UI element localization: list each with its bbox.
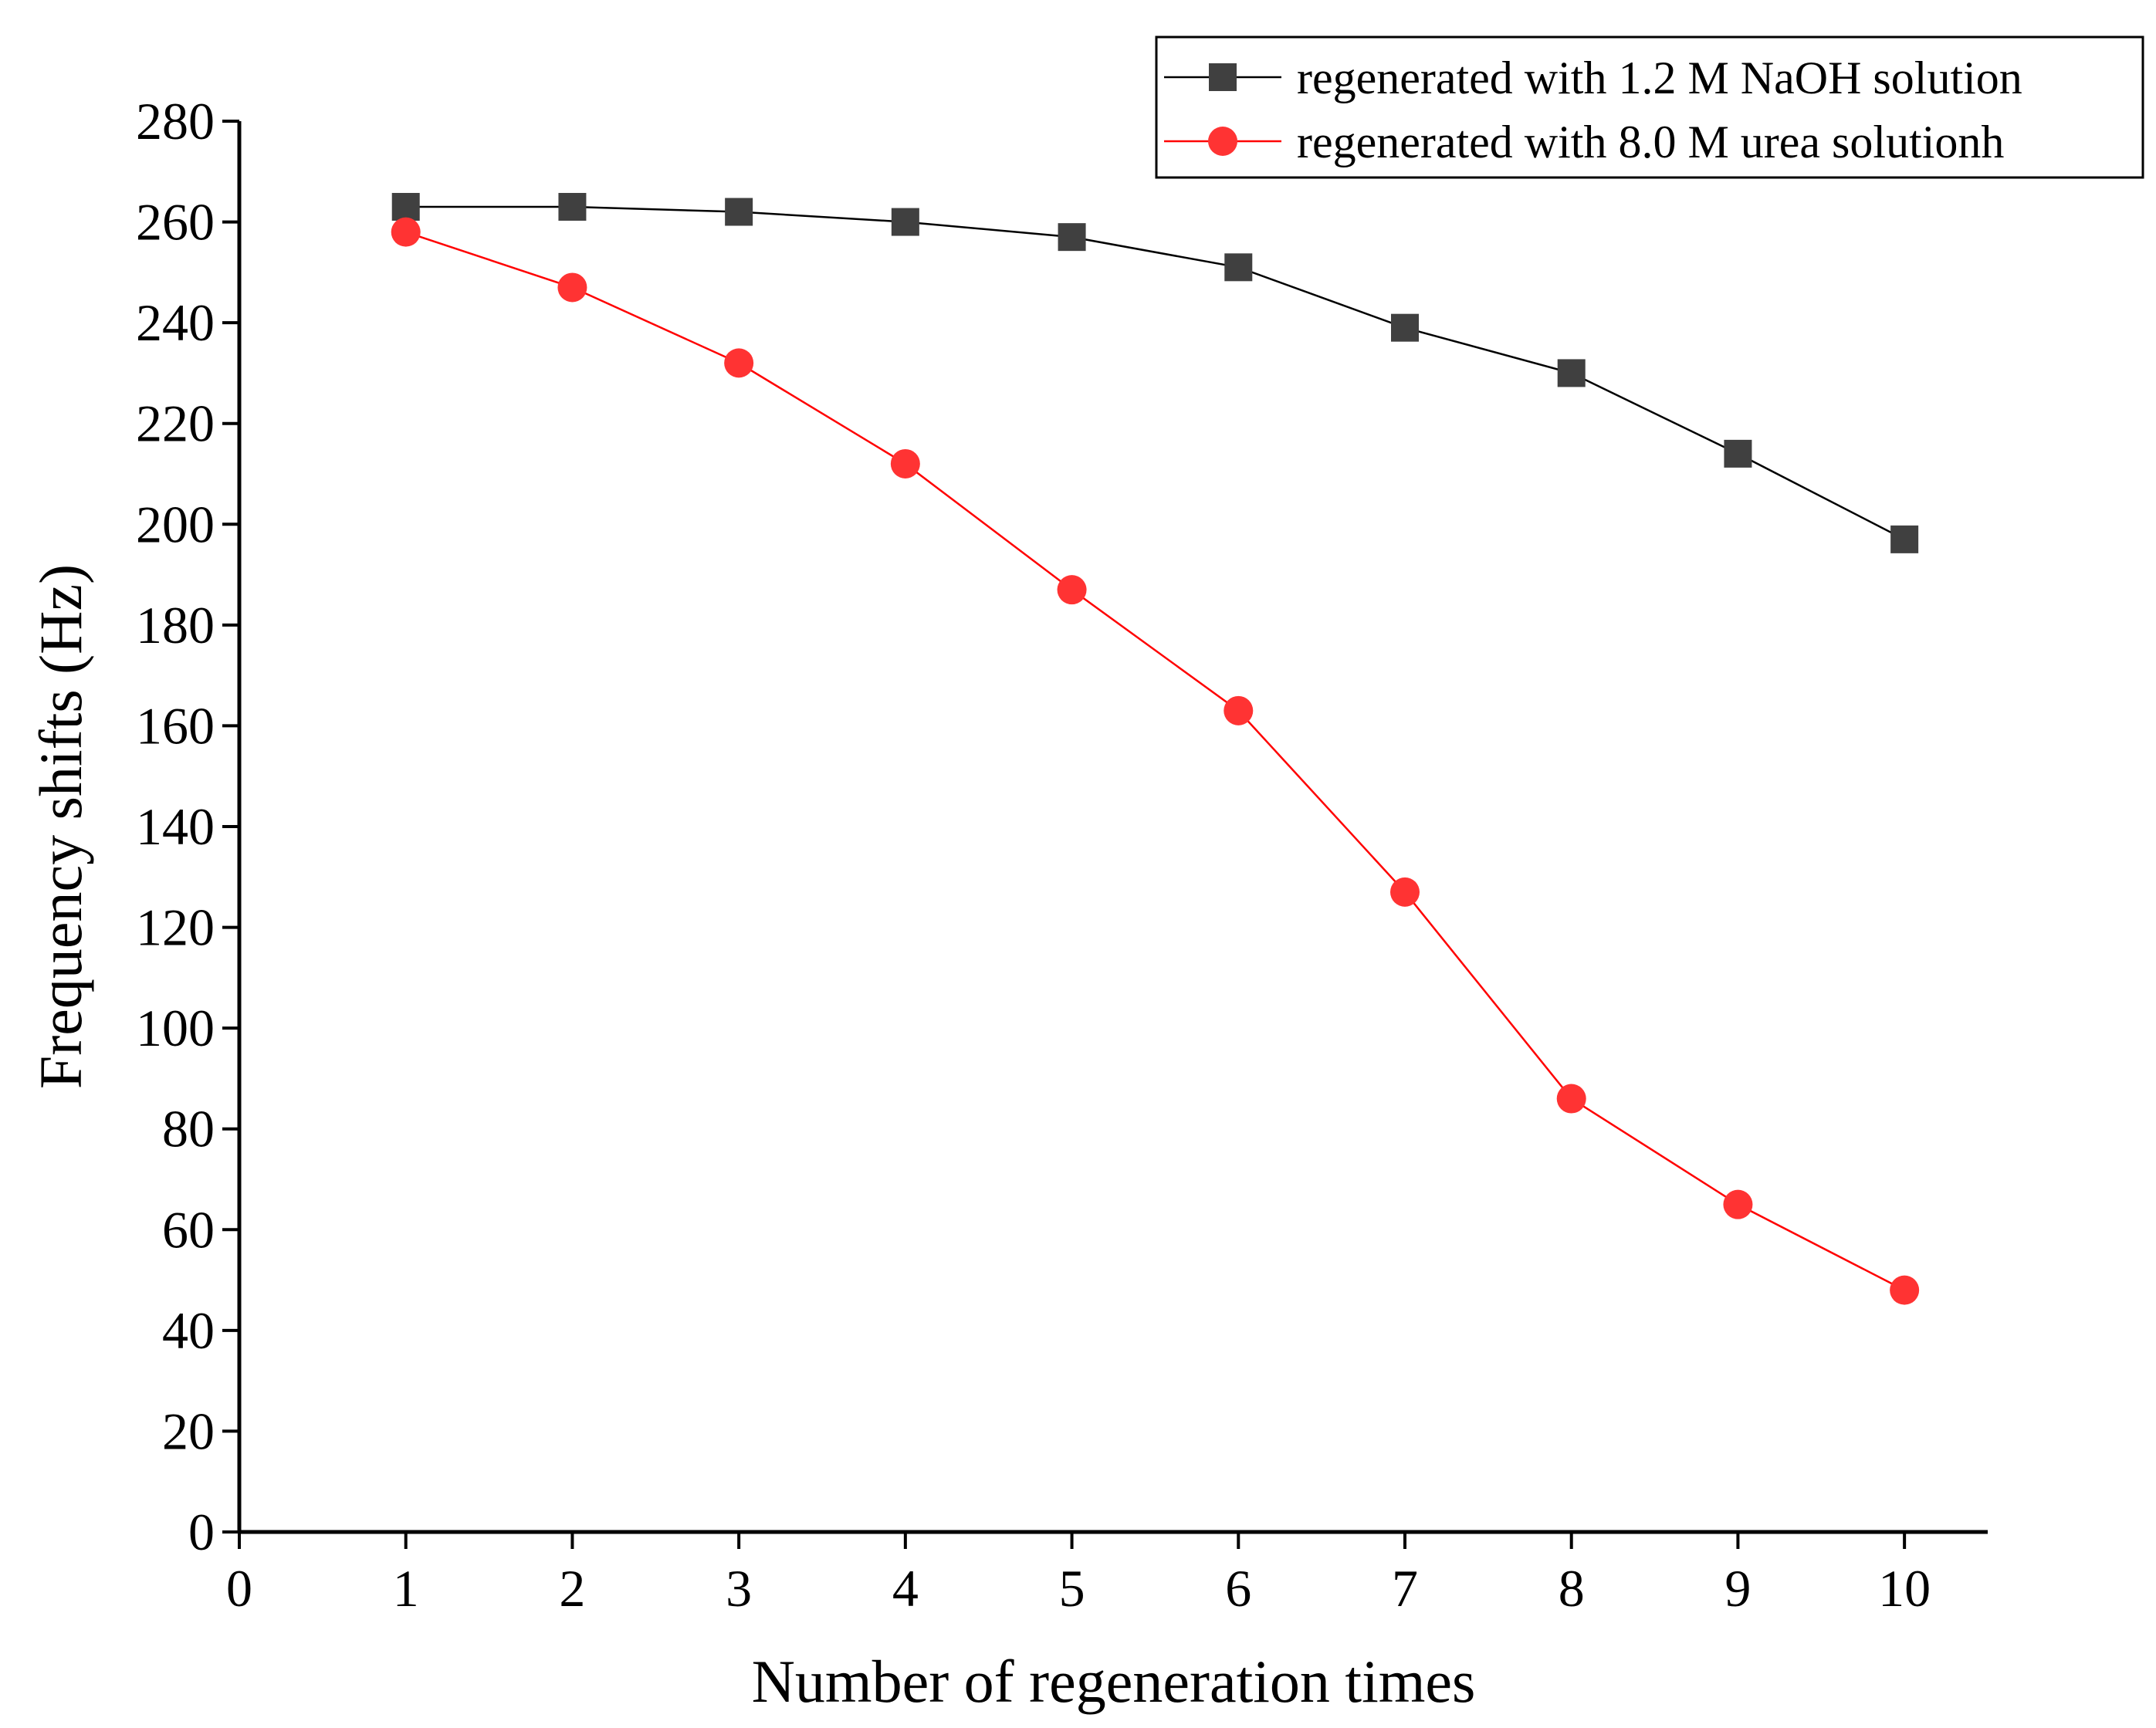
urea-point: [1057, 575, 1087, 605]
x-tick-label: 2: [559, 1559, 585, 1618]
y-tick-label: 280: [136, 92, 215, 150]
x-tick-label: 8: [1559, 1559, 1585, 1618]
x-axis-ticks: 0 1 2 3 4 5 6 7 8 9 10: [226, 1532, 1931, 1618]
naoh-point: [558, 192, 587, 221]
x-tick-label: 10: [1878, 1559, 1931, 1618]
urea-point: [724, 348, 754, 378]
naoh-point: [1391, 313, 1419, 342]
y-tick-label: 260: [136, 193, 215, 252]
naoh-point: [391, 192, 420, 221]
urea-point: [1890, 1275, 1920, 1305]
urea-point: [1723, 1189, 1753, 1219]
series-layer: [391, 192, 1920, 1305]
urea-point: [890, 448, 920, 478]
urea-point: [557, 272, 587, 303]
naoh-point: [1724, 439, 1752, 468]
series-line-naoh: [405, 205, 1905, 540]
legend-square-marker: [1209, 63, 1237, 91]
x-tick-label: 6: [1225, 1559, 1251, 1618]
x-tick-label: 3: [726, 1559, 752, 1618]
legend-entry-naoh: regenerated with 1.2 M NaOH solution: [1164, 52, 2022, 103]
y-tick-label: 200: [136, 495, 215, 553]
x-axis-title: Number of regeneration times: [752, 1648, 1476, 1715]
series-line-urea: [405, 231, 1905, 1291]
legend-frame: [1155, 36, 2144, 179]
naoh-point: [1890, 525, 1919, 553]
urea-point: [391, 217, 421, 247]
y-tick-label: 220: [136, 394, 215, 453]
y-axis-title: Frequency shifts (Hz): [27, 564, 94, 1089]
x-tick-label: 9: [1724, 1559, 1751, 1618]
urea-point: [1224, 695, 1254, 725]
y-tick-label: 160: [136, 696, 215, 755]
x-tick-label: 5: [1059, 1559, 1085, 1618]
y-tick-label: 120: [136, 898, 215, 957]
legend-entry-urea: regenerated with 8.0 M urea solutionh: [1164, 117, 2004, 167]
naoh-point: [1557, 359, 1586, 387]
x-tick-label: 0: [226, 1559, 252, 1618]
y-tick-label: 180: [136, 596, 215, 654]
naoh-point: [1224, 253, 1253, 282]
naoh-point: [725, 198, 753, 226]
y-tick-label: 20: [162, 1402, 215, 1460]
y-tick-label: 80: [162, 1100, 215, 1158]
y-tick-label: 60: [162, 1200, 215, 1259]
y-tick-label: 140: [136, 797, 215, 856]
y-axis-ticks: 0 20 40 60 80 100 120 140 160 180 200 220 240 260 280: [136, 92, 239, 1561]
naoh-point: [1058, 223, 1086, 252]
legend-label-urea: regenerated with 8.0 M urea solutionh: [1297, 117, 2004, 167]
y-tick-label: 240: [136, 293, 215, 352]
legend: regenerated with 1.2 M NaOH solution reg…: [1155, 36, 2144, 179]
x-tick-label: 7: [1392, 1559, 1418, 1618]
legend-circle-marker: [1208, 127, 1237, 156]
y-tick-label: 40: [162, 1301, 215, 1360]
legend-label-naoh: regenerated with 1.2 M NaOH solution: [1297, 52, 2022, 103]
naoh-point: [891, 208, 919, 236]
urea-point: [1556, 1084, 1586, 1114]
x-tick-label: 4: [892, 1559, 919, 1618]
y-tick-label: 100: [136, 999, 215, 1057]
urea-point: [1390, 877, 1420, 907]
y-tick-label: 0: [188, 1503, 215, 1561]
x-tick-label: 1: [393, 1559, 419, 1618]
